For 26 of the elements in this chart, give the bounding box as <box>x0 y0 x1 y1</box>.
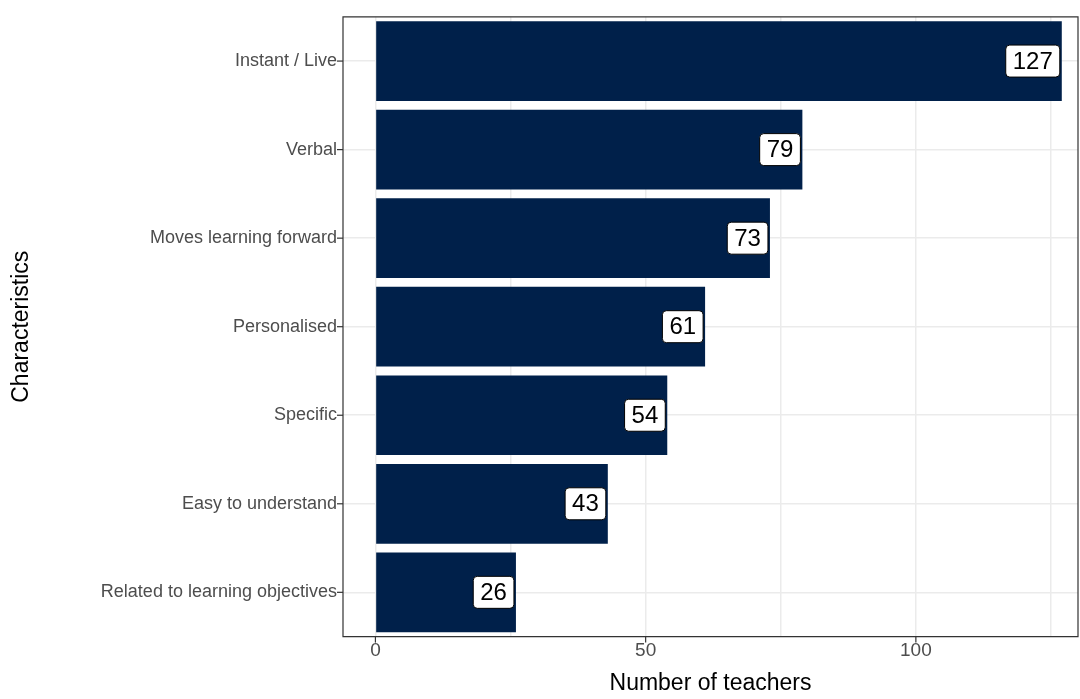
bar <box>376 552 516 633</box>
bar <box>376 198 770 278</box>
bar <box>376 375 668 456</box>
bar <box>376 21 1062 101</box>
data-label: 73 <box>734 223 761 251</box>
x-tick-label: 100 <box>900 639 932 661</box>
y-tick-label: Verbal <box>285 138 337 159</box>
y-tick-label: Moves learning forward <box>149 227 337 248</box>
bar <box>376 109 803 190</box>
y-axis-title: Characteristics <box>7 250 34 403</box>
bar <box>376 286 706 367</box>
data-label: 43 <box>572 489 599 517</box>
data-label: 61 <box>669 312 697 340</box>
y-tick-label: Easy to understand <box>181 492 337 513</box>
bar <box>376 463 608 544</box>
data-label: 127 <box>1012 46 1053 74</box>
y-tick-label: Personalised <box>232 315 337 336</box>
x-axis-title: Number of teachers <box>609 668 812 695</box>
x-tick-label: 50 <box>635 639 657 661</box>
y-tick-label: Related to learning objectives <box>100 581 337 602</box>
y-tick-label: Instant / Live <box>234 50 337 71</box>
data-label: 79 <box>766 135 794 163</box>
x-tick-label: 0 <box>370 639 381 661</box>
data-label: 26 <box>480 577 507 605</box>
data-label: 54 <box>631 400 659 428</box>
y-tick-label: Specific <box>273 404 337 425</box>
